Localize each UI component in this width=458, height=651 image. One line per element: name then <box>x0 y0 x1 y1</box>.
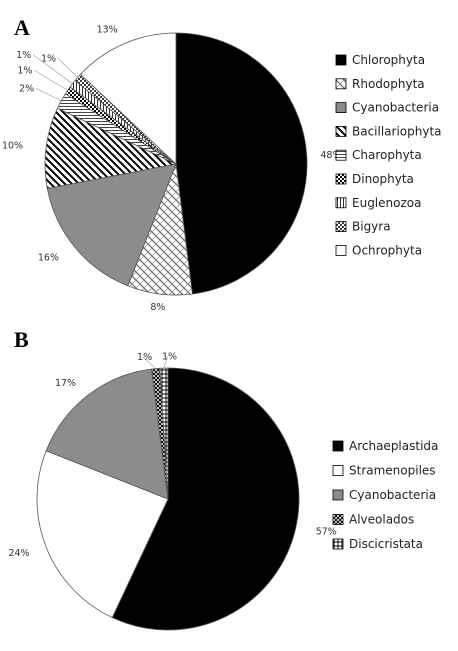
legend-swatch-bacillariophyta <box>335 126 347 137</box>
legend-swatch-rhodophyta <box>335 78 347 90</box>
slice-label-dinophyta: 1% <box>17 66 32 77</box>
leader-line <box>33 54 73 84</box>
pie-slice-archaeplastida <box>111 367 300 631</box>
leader-line <box>57 58 78 78</box>
legend-label-dinophyta: Dinophyta <box>352 172 414 186</box>
leader-line <box>163 356 168 369</box>
legend-label-charophyta: Charophyta <box>352 148 422 162</box>
legend-swatch-cyanobacteria <box>335 102 347 113</box>
legend-label-archaeplastida: Archaeplastida <box>349 439 438 453</box>
legend-swatch-charophyta <box>335 149 347 161</box>
slice-label-bacillariophyta: 10% <box>2 140 23 151</box>
legend-label-cyanobacteria: Cyanobacteria <box>352 101 439 115</box>
legend-label-ochrophyta: Ochrophyta <box>352 243 422 257</box>
legend-label-cyanobacteria: Cyanobacteria <box>349 488 436 502</box>
slice-label-discicristata: 1% <box>162 351 177 362</box>
slice-label-charophyta: 2% <box>19 83 34 94</box>
legend-label-euglenozoa: Euglenozoa <box>352 196 421 210</box>
legend-label-alveolados: Alveolados <box>349 513 414 527</box>
legend-label-discicristata: Discicristata <box>349 537 423 551</box>
legend-swatch-bigyra <box>335 221 347 233</box>
leader-line <box>142 356 156 369</box>
pie-slice-ochrophyta <box>79 32 177 165</box>
legend-swatch-alveolados <box>332 514 344 525</box>
pie-slice-bacillariophyta <box>44 107 178 190</box>
slice-label-cyanobacteria: 16% <box>38 253 59 264</box>
slice-label-rhodophyta: 8% <box>150 302 165 313</box>
legend-b: Archaeplastida Stramenopiles Cyanobacteria… <box>332 439 438 551</box>
slice-label-ochrophyta: 13% <box>97 24 118 35</box>
pie-chart-a: 48% 8% 16% 10% 2% 1% 1% 1% 13% <box>2 24 342 313</box>
panel-letter-b: B <box>14 327 29 352</box>
pie-slice-cyanobacteria <box>45 368 169 500</box>
pie-slice-cyanobacteria <box>46 163 177 287</box>
slice-label-archaeplastida: 57% <box>316 527 337 538</box>
panel-letter-a: A <box>14 15 30 40</box>
legend-swatch-chlorophyta <box>335 54 347 66</box>
legend-a: Chlorophyta Rhodophyta Cyanobacteria Bacill… <box>335 53 442 257</box>
legend-swatch-discicristata <box>332 538 344 550</box>
pie-chart-b: 57% 24% 17% 1% 1% <box>8 351 337 631</box>
slice-label-euglenozoa: 1% <box>16 50 31 61</box>
legend-label-bigyra: Bigyra <box>352 220 391 234</box>
legend-label-rhodophyta: Rhodophyta <box>352 77 425 91</box>
pie-slice-stramenopiles <box>36 450 169 619</box>
slice-label-bigyra: 1% <box>41 53 56 64</box>
pie-slice-chlorophyta <box>175 32 308 295</box>
leader-line <box>36 88 62 102</box>
legend-swatch-euglenozoa <box>335 197 347 209</box>
legend-label-chlorophyta: Chlorophyta <box>352 53 425 67</box>
leader-line <box>34 70 68 91</box>
legend-label-bacillariophyta: Bacillariophyta <box>352 124 442 138</box>
legend-swatch-ochrophyta <box>335 244 347 256</box>
slice-label-alveolados: 1% <box>137 352 152 363</box>
legend-label-stramenopiles: Stramenopiles <box>349 464 436 478</box>
legend-swatch-stramenopiles <box>332 465 344 476</box>
slice-label-cyanobacteria: 17% <box>55 378 76 389</box>
legend-swatch-cyanobacteria <box>332 489 344 501</box>
legend-swatch-dinophyta <box>335 173 347 185</box>
slice-label-chlorophyta: 48% <box>320 150 341 161</box>
slice-label-stramenopiles: 24% <box>8 548 29 559</box>
legend-swatch-archaeplastida <box>332 440 344 452</box>
